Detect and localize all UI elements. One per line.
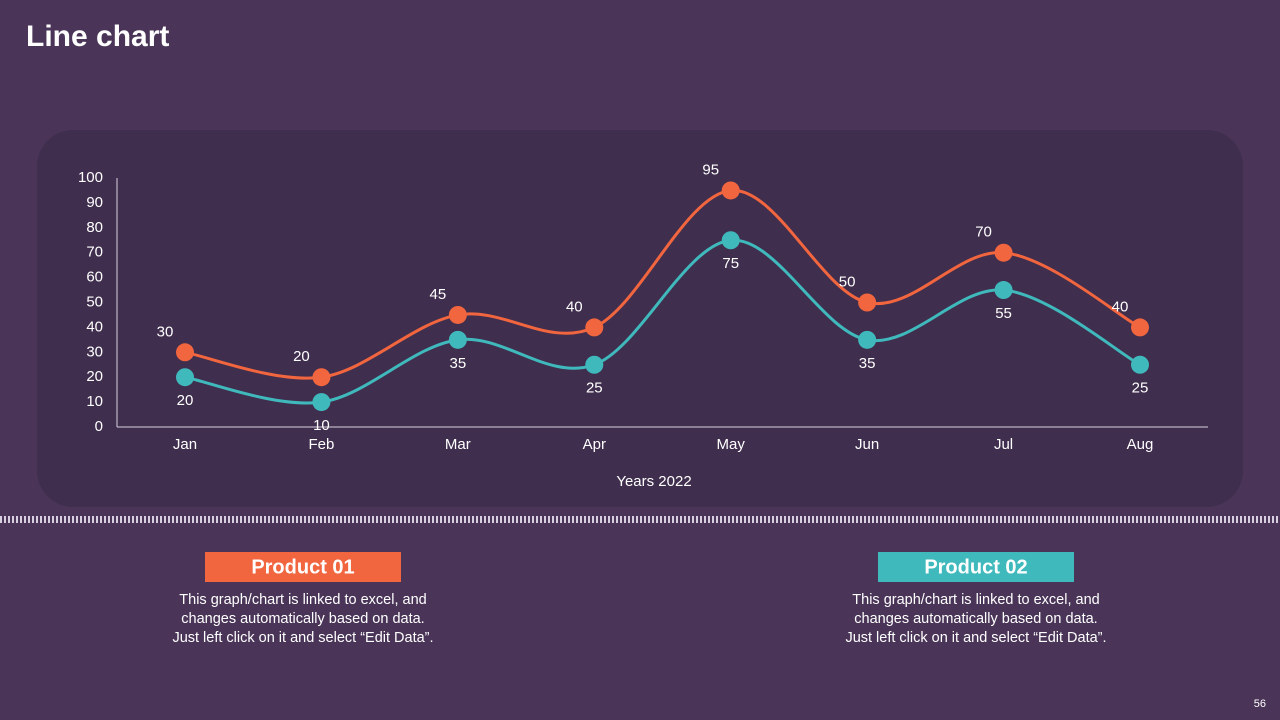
- data-label: 55: [995, 305, 1012, 322]
- note-line: This graph/chart is linked to excel, and: [179, 592, 426, 608]
- series-line: [184, 188, 1141, 380]
- y-tick-label: 50: [86, 293, 103, 310]
- data-label: 40: [566, 298, 583, 315]
- data-label: 50: [839, 273, 856, 290]
- data-label: 25: [1132, 380, 1149, 397]
- data-point: [858, 330, 877, 349]
- page-number: 56: [1254, 698, 1266, 710]
- data-point: [1131, 355, 1149, 374]
- data-point: [312, 368, 331, 387]
- x-tick-label: May: [717, 436, 746, 453]
- y-tick-label: 100: [78, 169, 103, 186]
- data-label: 40: [1112, 298, 1129, 315]
- x-tick-label: Jul: [994, 436, 1013, 453]
- y-tick-label: 60: [86, 269, 103, 286]
- note-line: changes automatically based on data.: [854, 611, 1097, 627]
- data-point: [312, 393, 331, 412]
- data-label: 10: [313, 417, 330, 434]
- note-line: Just left click on it and select “Edit D…: [845, 630, 1106, 646]
- legend-label: Product 02: [924, 556, 1027, 578]
- x-tick-label: Aug: [1127, 436, 1154, 453]
- data-point: [858, 293, 877, 312]
- y-tick-label: 80: [86, 219, 103, 236]
- data-label: 30: [157, 323, 174, 340]
- y-tick-label: 30: [86, 343, 103, 360]
- x-tick-label: Jan: [173, 436, 197, 453]
- slide-title: Line chart: [26, 20, 169, 53]
- data-point: [176, 343, 194, 362]
- data-point: [994, 243, 1013, 262]
- x-axis-title: Years 2022: [616, 473, 691, 490]
- data-label: 20: [177, 392, 194, 409]
- data-label: 70: [975, 224, 992, 241]
- series-line: [184, 238, 1141, 405]
- data-label: 95: [702, 161, 719, 178]
- y-tick-label: 10: [86, 393, 103, 410]
- chart-panel: [37, 130, 1243, 507]
- note-line: This graph/chart is linked to excel, and: [852, 592, 1099, 608]
- data-point: [1131, 318, 1149, 337]
- x-tick-label: Mar: [445, 436, 471, 453]
- legend-label: Product 01: [251, 556, 354, 578]
- data-label: 20: [293, 348, 310, 365]
- data-point: [448, 305, 467, 324]
- y-tick-label: 70: [86, 244, 103, 261]
- data-label: 35: [859, 355, 876, 372]
- y-tick-label: 90: [86, 194, 103, 211]
- data-point: [721, 181, 740, 200]
- data-point: [448, 330, 467, 349]
- data-point: [176, 368, 194, 387]
- note-line: Just left click on it and select “Edit D…: [172, 630, 433, 646]
- data-point: [994, 281, 1013, 300]
- data-label: 25: [586, 380, 603, 397]
- x-tick-label: Jun: [855, 436, 879, 453]
- divider: [0, 516, 1280, 523]
- data-point: [585, 318, 604, 337]
- y-tick-label: 0: [95, 418, 103, 435]
- y-tick-label: 40: [86, 318, 103, 335]
- data-point: [585, 355, 604, 374]
- data-label: 35: [450, 355, 467, 372]
- y-tick-label: 20: [86, 368, 103, 385]
- note-line: changes automatically based on data.: [181, 611, 424, 627]
- x-tick-label: Feb: [308, 436, 334, 453]
- legend-box: [205, 552, 401, 582]
- x-tick-label: Apr: [583, 436, 606, 453]
- data-label: 45: [430, 286, 447, 303]
- data-label: 75: [722, 255, 739, 272]
- legend-box: [878, 552, 1074, 582]
- data-point: [721, 231, 740, 250]
